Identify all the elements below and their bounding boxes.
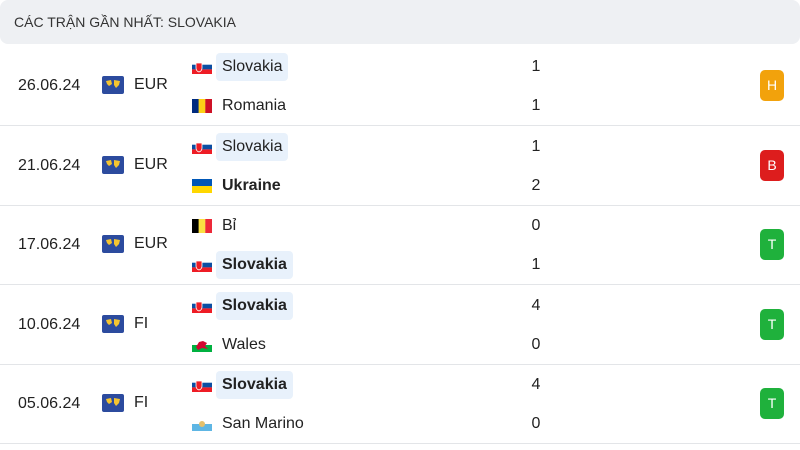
result-badge: T: [760, 229, 784, 260]
team-flag: [192, 140, 212, 154]
team-flag: [192, 99, 212, 113]
team-name: Slovakia: [216, 371, 293, 399]
competition-name: EUR: [134, 76, 168, 93]
match-date: 26.06.24: [18, 77, 81, 94]
team-name: Slovakia: [216, 133, 289, 161]
competition-icon: [102, 315, 124, 333]
team-score: 1: [531, 97, 541, 114]
competition-icon: [102, 156, 124, 174]
match-row: 21.06.24 EUR Slovakia 1 Ukraine 2 B: [0, 126, 800, 206]
team-flag: [192, 60, 212, 74]
team-flag: [192, 179, 212, 193]
team: Ukraine: [192, 172, 287, 200]
result-badge: T: [760, 388, 784, 419]
team: Slovakia: [192, 371, 293, 399]
competition: EUR: [102, 234, 168, 254]
team-name: San Marino: [222, 415, 304, 432]
team-name: Bỉ: [222, 217, 237, 234]
competition-icon: [102, 76, 124, 94]
team: San Marino: [192, 410, 310, 438]
team-flag: [192, 299, 212, 313]
team-score: 1: [531, 58, 541, 75]
team-name: Slovakia: [216, 251, 293, 279]
result-badge: T: [760, 309, 784, 340]
competition-name: EUR: [134, 156, 168, 173]
team-score: 4: [531, 376, 541, 393]
team-flag: [192, 338, 212, 352]
team-name: Wales: [222, 336, 266, 353]
team: Slovakia: [192, 292, 293, 320]
competition-name: EUR: [134, 235, 168, 252]
competition: EUR: [102, 155, 168, 175]
team: Wales: [192, 331, 272, 359]
team-flag: [192, 258, 212, 272]
team-score: 0: [531, 336, 541, 353]
competition: FI: [102, 314, 148, 334]
header: CÁC TRẬN GẦN NHẤT: SLOVAKIA: [0, 0, 800, 44]
result-badge: H: [760, 70, 784, 101]
team-flag: [192, 378, 212, 392]
header-title: CÁC TRẬN GẦN NHẤT: SLOVAKIA: [14, 14, 236, 30]
team: Bỉ: [192, 212, 242, 240]
match-row: 10.06.24 FI Slovakia 4 Wales 0 T: [0, 285, 800, 365]
team-name: Slovakia: [216, 292, 293, 320]
team: Slovakia: [192, 53, 289, 81]
team-score: 2: [531, 177, 541, 194]
match-date: 05.06.24: [18, 395, 81, 412]
competition: EUR: [102, 75, 168, 95]
team-name: Romania: [222, 97, 287, 114]
match-date: 17.06.24: [18, 236, 81, 253]
competition-icon: [102, 235, 124, 253]
competition-icon: [102, 394, 124, 412]
match-row: 26.06.24 EUR Slovakia 1 Romania 1 H: [0, 46, 800, 126]
match-row: 17.06.24 EUR Bỉ 0 Slovakia 1 T: [0, 205, 800, 285]
match-date: 21.06.24: [18, 157, 81, 174]
competition: FI: [102, 393, 148, 413]
competition-name: FI: [134, 315, 149, 332]
team-score: 1: [531, 256, 541, 273]
competition-name: FI: [134, 394, 149, 411]
team: Slovakia: [192, 251, 293, 279]
team-flag: [192, 417, 212, 431]
team-flag: [192, 219, 212, 233]
team: Slovakia: [192, 133, 289, 161]
team-name: Slovakia: [216, 53, 289, 81]
team-score: 0: [531, 217, 541, 234]
match-date: 10.06.24: [18, 316, 81, 333]
team-score: 0: [531, 415, 541, 432]
team-score: 4: [531, 297, 541, 314]
team: Romania: [192, 92, 292, 120]
team-score: 1: [531, 138, 541, 155]
team-name: Ukraine: [222, 177, 281, 194]
match-row: 05.06.24 FI Slovakia 4 San Marino 0 T: [0, 364, 800, 444]
result-badge: B: [760, 150, 784, 181]
